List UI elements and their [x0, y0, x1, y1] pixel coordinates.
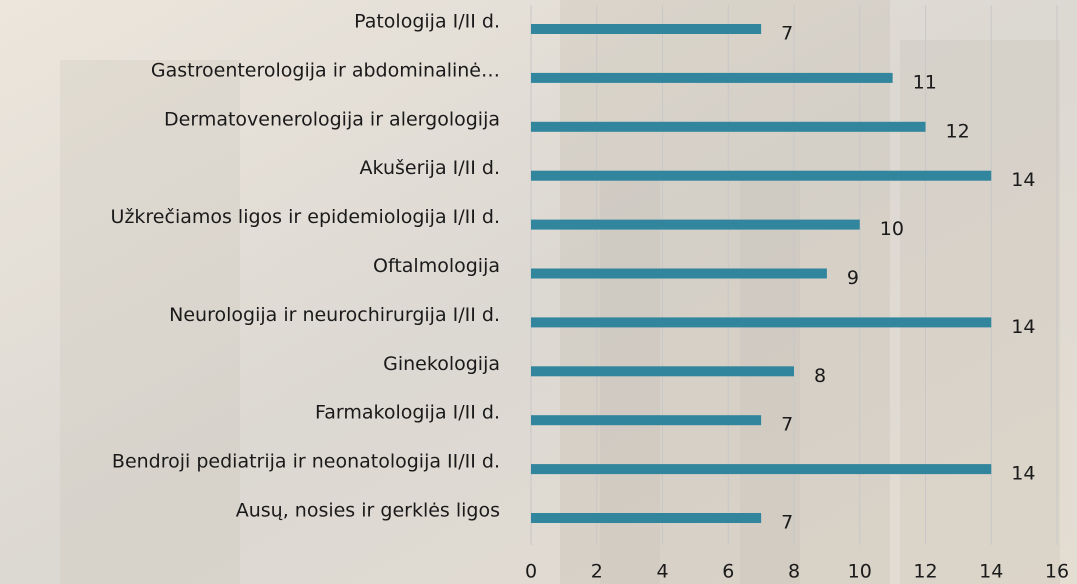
x-tick-label: 2 [591, 561, 603, 583]
bar [531, 219, 860, 230]
y-tick-label: Ausų, nosies ir gerklės ligos [236, 500, 500, 522]
value-label: 11 [913, 71, 937, 93]
x-tick-label: 14 [979, 561, 1003, 583]
bar [531, 513, 762, 523]
y-tick-label: Farmakologija I/II d. [315, 402, 500, 424]
bar [531, 464, 992, 475]
bar [531, 366, 794, 377]
y-tick-label: Bendroji pediatrija ir neonatologija II/… [112, 451, 500, 473]
value-label: 7 [781, 23, 793, 45]
bar [531, 72, 893, 83]
y-tick-label: Dermatovenerologija ir alergologija [164, 108, 500, 130]
x-tick-label: 10 [848, 561, 872, 583]
y-tick-label: Gastroenterologija ir abdominalinė… [151, 59, 500, 81]
y-tick-label: Neurologija ir neurochirurgija I/II d. [169, 304, 500, 326]
x-tick-label: 8 [788, 561, 800, 583]
value-label: 7 [781, 414, 793, 436]
value-label: 12 [946, 120, 970, 142]
x-tick-label: 4 [656, 561, 668, 583]
x-tick-label: 0 [525, 561, 537, 583]
y-tick-label: Akušerija I/II d. [360, 157, 500, 179]
bar [531, 415, 762, 426]
background-building [60, 0, 1060, 584]
bar [531, 24, 762, 34]
x-tick-label: 16 [1045, 561, 1069, 583]
value-label: 7 [781, 512, 793, 534]
x-tick-label: 6 [722, 561, 734, 583]
y-tick-label: Oftalmologija [373, 255, 500, 277]
value-label: 14 [1011, 169, 1035, 191]
x-tick-label: 12 [913, 561, 937, 583]
value-label: 14 [1011, 463, 1035, 485]
y-tick-label: Ginekologija [383, 353, 500, 375]
bar [531, 317, 992, 328]
y-tick-label: Patologija I/II d. [354, 11, 500, 33]
value-label: 10 [880, 218, 904, 240]
value-label: 14 [1011, 316, 1035, 338]
y-tick-label: Užkrečiamos ligos ir epidemiologija I/II… [111, 206, 500, 228]
bar [531, 170, 992, 181]
value-label: 8 [814, 365, 826, 387]
bar [531, 121, 926, 132]
value-label: 9 [847, 267, 859, 289]
bar [531, 268, 827, 279]
